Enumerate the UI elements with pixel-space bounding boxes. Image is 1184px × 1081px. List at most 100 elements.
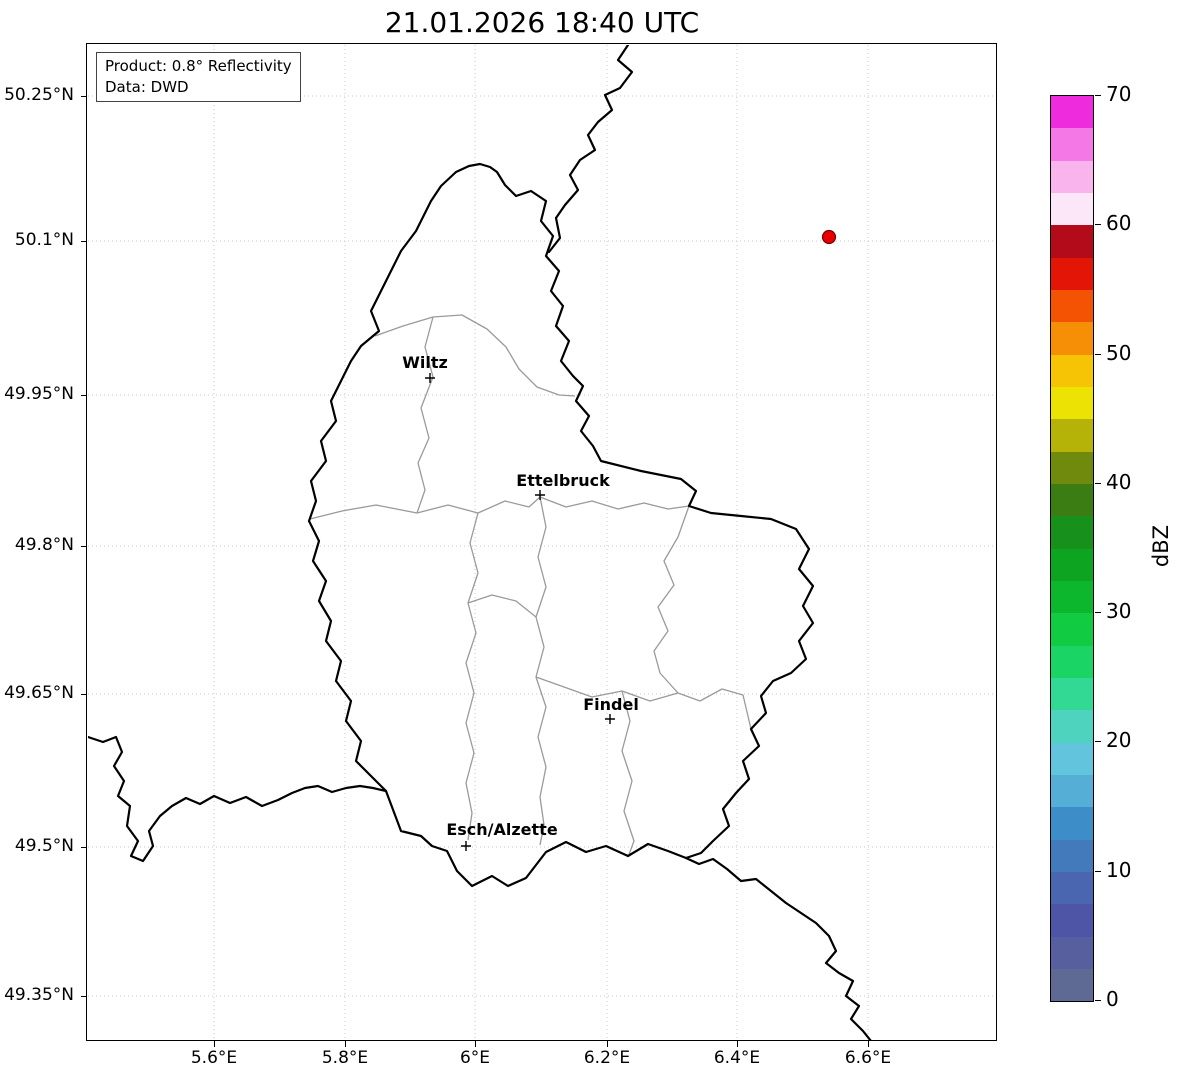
- city-marker: [425, 373, 435, 383]
- colorbar-segment: [1051, 904, 1093, 937]
- colorbar-tick-label: 10: [1106, 857, 1132, 882]
- colorbar-segment: [1051, 677, 1093, 711]
- product-info-line2: Data: DWD: [105, 78, 189, 96]
- district-border: [416, 316, 434, 514]
- colorbar-segment: [1051, 354, 1093, 387]
- border-belgium-germany: [547, 45, 634, 254]
- colorbar-tick-label: 30: [1106, 599, 1132, 624]
- x-tick-mark: [345, 1041, 346, 1047]
- x-tick-mark: [737, 1041, 738, 1047]
- colorbar-segment: [1051, 968, 1093, 1002]
- colorbar-segment: [1051, 483, 1093, 517]
- colorbar-segment: [1051, 871, 1093, 905]
- district-border: [535, 676, 752, 730]
- colorbar-segment: [1051, 613, 1093, 646]
- colorbar-tick-mark: [1095, 612, 1101, 614]
- radar-echo-dot: [821, 229, 837, 245]
- colorbar-segment: [1051, 386, 1093, 420]
- district-border: [621, 690, 635, 858]
- border-france-germany: [684, 856, 872, 1040]
- colorbar-tick-mark: [1095, 870, 1101, 872]
- y-tick-mark: [81, 996, 87, 997]
- colorbar-segment: [1051, 516, 1093, 549]
- colorbar-segment: [1051, 128, 1093, 161]
- colorbar-tick-label: 50: [1106, 340, 1132, 365]
- colorbar-segment: [1051, 225, 1093, 258]
- x-tick-label: 5.8°E: [321, 1048, 369, 1068]
- district-border: [465, 512, 479, 841]
- colorbar-tick-mark: [1095, 353, 1101, 355]
- y-tick-label: 49.35°N: [4, 985, 74, 1005]
- colorbar-segment: [1051, 807, 1093, 840]
- x-tick-label: 6.2°E: [583, 1048, 631, 1068]
- x-tick-mark: [868, 1041, 869, 1047]
- colorbar-segment: [1051, 322, 1093, 355]
- colorbar-tick-label: 20: [1106, 728, 1132, 753]
- colorbar-segment: [1051, 936, 1093, 969]
- colorbar-segment: [1051, 548, 1093, 581]
- y-tick-label: 49.8°N: [14, 535, 74, 555]
- x-tick-mark: [475, 1041, 476, 1047]
- colorbar-segment: [1051, 96, 1093, 129]
- y-tick-label: 49.5°N: [14, 836, 74, 856]
- city-label: Wiltz: [402, 353, 448, 372]
- x-tick-label: 5.6°E: [190, 1048, 238, 1068]
- product-info-line1: Product: 0.8° Reflectivity: [105, 57, 292, 75]
- colorbar-segment: [1051, 257, 1093, 290]
- city-label: Ettelbruck: [516, 471, 610, 490]
- colorbar-segment: [1051, 192, 1093, 226]
- colorbar-segment: [1051, 419, 1093, 452]
- colorbar-segment: [1051, 580, 1093, 614]
- district-border: [374, 314, 576, 397]
- product-info-box: Product: 0.8° Reflectivity Data: DWD: [96, 52, 301, 102]
- colorbar-segment: [1051, 451, 1093, 484]
- colorbar-tick-mark: [1095, 95, 1101, 96]
- colorbar-segment: [1051, 645, 1093, 678]
- city-marker: [605, 714, 615, 724]
- y-tick-label: 49.95°N: [4, 384, 74, 404]
- district-border: [528, 496, 690, 510]
- city-label: Findel: [583, 695, 639, 714]
- x-tick-mark: [214, 1041, 215, 1047]
- colorbar-tick-label: 0: [1106, 987, 1119, 1011]
- map-canvas: Wiltz Ettelbruck Findel Esch/Alzette: [88, 45, 996, 1040]
- colorbar-segment: [1051, 289, 1093, 323]
- country-border-luxembourg: [307, 162, 815, 888]
- city-marker: [535, 490, 545, 500]
- x-tick-label: 6°E: [459, 1048, 491, 1068]
- y-tick-label: 49.65°N: [4, 683, 74, 703]
- border-france-belgium: [88, 735, 388, 863]
- y-tick-mark: [81, 847, 87, 848]
- y-tick-label: 50.1°N: [14, 230, 74, 250]
- colorbar-segment: [1051, 774, 1093, 808]
- y-tick-mark: [81, 96, 87, 97]
- y-tick-mark: [81, 395, 87, 396]
- y-tick-label: 50.25°N: [4, 85, 74, 105]
- x-tick-label: 6.4°E: [713, 1048, 761, 1068]
- plot-title: 21.01.2026 18:40 UTC: [384, 6, 700, 39]
- district-border: [467, 594, 537, 618]
- district-border: [309, 500, 530, 520]
- colorbar-tick-mark: [1095, 1000, 1101, 1001]
- colorbar-segment: [1051, 710, 1093, 743]
- city-marker: [461, 841, 471, 851]
- x-tick-mark: [607, 1041, 608, 1047]
- x-tick-label: 6.6°E: [844, 1048, 892, 1068]
- colorbar-tick-mark: [1095, 482, 1101, 484]
- y-tick-mark: [81, 241, 87, 242]
- colorbar-tick-label: 70: [1106, 82, 1132, 106]
- colorbar-tick-mark: [1095, 224, 1101, 226]
- y-tick-mark: [81, 694, 87, 695]
- colorbar-unit-label: dBZ: [1149, 524, 1173, 568]
- colorbar-segment: [1051, 742, 1093, 775]
- colorbar-segment: [1051, 839, 1093, 872]
- city-label: Esch/Alzette: [446, 820, 558, 839]
- colorbar-segment: [1051, 160, 1093, 193]
- colorbar-tick-mark: [1095, 741, 1101, 743]
- reflectivity-colorbar: [1050, 95, 1094, 1002]
- y-tick-mark: [81, 546, 87, 547]
- colorbar-tick-label: 60: [1106, 211, 1132, 236]
- colorbar-tick-label: 40: [1106, 469, 1132, 494]
- district-border: [653, 505, 690, 694]
